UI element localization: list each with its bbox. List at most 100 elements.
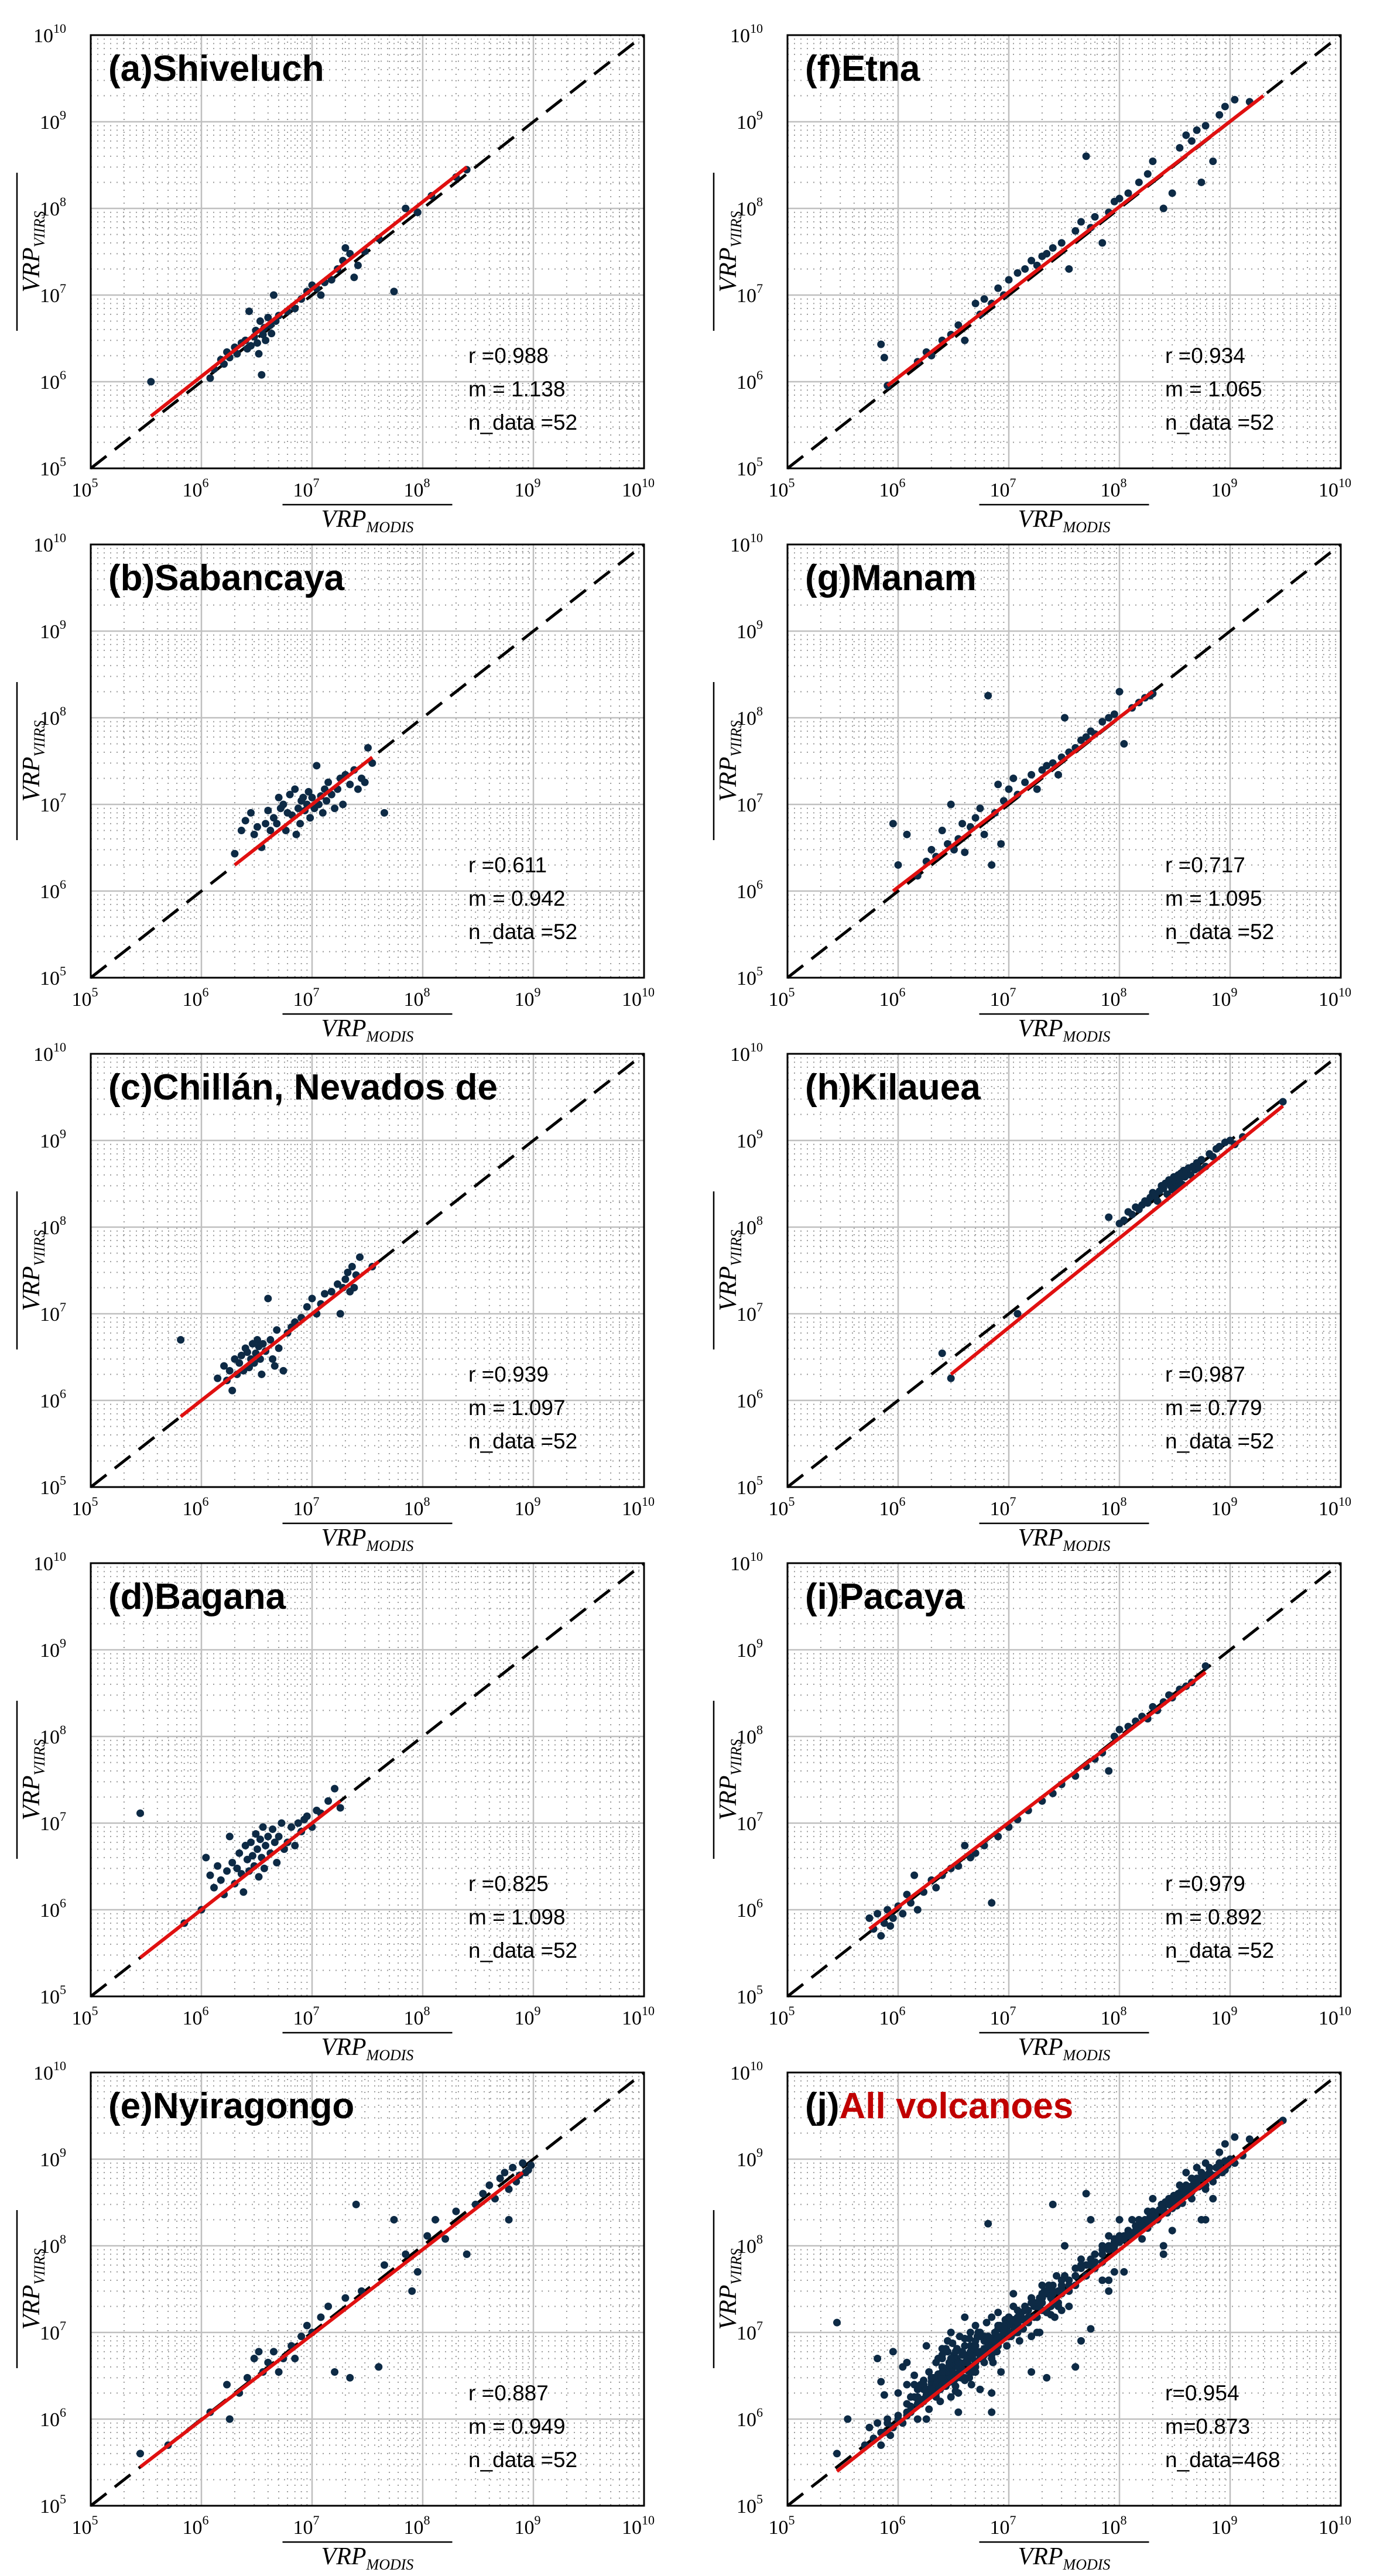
y-tick-label: 108	[40, 704, 66, 729]
data-point	[308, 1294, 316, 1303]
scatter-points	[177, 1253, 376, 1395]
data-point	[877, 2441, 885, 2450]
data-point	[413, 208, 422, 217]
regression-fit-line	[835, 2120, 1285, 2473]
x-tick-label: 1010	[1319, 475, 1351, 501]
x-tick-label: 109	[1211, 985, 1238, 1010]
data-point	[291, 304, 299, 313]
panel-title: (i)Pacaya	[805, 1577, 965, 1617]
data-point	[1168, 2226, 1176, 2235]
data-point	[1209, 2194, 1217, 2202]
x-tick-label: 105	[72, 2003, 98, 2029]
data-point	[1082, 2190, 1090, 2198]
data-point	[136, 1809, 145, 1817]
data-point	[913, 1906, 922, 1914]
data-point	[988, 2355, 996, 2363]
data-point	[971, 2342, 980, 2350]
data-point	[966, 2328, 974, 2337]
data-point	[1071, 2272, 1080, 2280]
x-tick-label: 106	[183, 2003, 209, 2029]
stat-n: n_data =52	[468, 410, 577, 434]
data-point	[324, 2302, 333, 2310]
data-point	[509, 2163, 517, 2171]
data-point	[1182, 131, 1190, 139]
y-axis-label: VRPVIIRS	[18, 1739, 48, 1820]
data-point	[235, 1849, 244, 1857]
data-point	[299, 793, 307, 801]
scatter-points	[231, 744, 388, 858]
x-tick-label: 108	[1101, 1494, 1127, 1520]
data-point	[505, 2215, 513, 2224]
data-point	[947, 1374, 955, 1382]
data-point	[361, 778, 369, 786]
stats-box: r =0.717 m = 1.095 n_data =52	[1165, 853, 1274, 944]
y-tick-label: 1010	[33, 21, 66, 47]
x-axis-label: VRPMODIS	[1018, 2543, 1111, 2573]
data-point	[865, 1914, 874, 1922]
data-point	[247, 342, 255, 350]
data-point	[976, 2332, 984, 2341]
y-tick-label: 1010	[730, 2058, 763, 2084]
y-tick-label: 107	[40, 1809, 66, 1835]
x-tick-label: 1010	[1319, 2513, 1351, 2539]
data-point	[951, 2382, 960, 2390]
data-point	[1132, 2226, 1140, 2235]
x-tick-label: 1010	[1319, 2003, 1351, 2029]
x-axis-label: VRPMODIS	[1018, 1015, 1111, 1045]
data-point	[1215, 111, 1224, 119]
y-axis-label: VRPVIIRS	[18, 720, 48, 801]
data-point	[233, 1864, 241, 1872]
data-point	[275, 1832, 283, 1841]
data-point	[951, 2348, 960, 2356]
data-point	[910, 1871, 919, 1879]
y-axis-label: VRPVIIRS	[715, 211, 745, 292]
data-point	[865, 2423, 874, 2431]
data-point	[303, 1303, 311, 1311]
data-point	[988, 2313, 996, 2321]
stats-box: r =0.939 m = 1.097 n_data =52	[468, 1362, 577, 1453]
stats-box: r =0.979 m = 0.892 n_data =52	[1165, 1872, 1274, 1962]
data-point	[999, 2325, 1008, 2333]
data-point	[228, 1386, 237, 1395]
data-point	[1110, 710, 1118, 718]
data-point	[961, 2313, 969, 2321]
data-point	[214, 1374, 222, 1382]
x-tick-label: 107	[990, 2513, 1016, 2539]
data-point	[961, 2342, 969, 2350]
chart-panel-j: 105 106 107 108 109 1010 105 106 107 108 109 1010 VR…	[713, 2058, 1351, 2573]
data-point	[1197, 178, 1206, 186]
y-tick-label: 107	[737, 1809, 763, 1835]
data-point	[1124, 2232, 1132, 2240]
data-point	[932, 2380, 940, 2389]
data-point	[1197, 1156, 1206, 1164]
data-point	[886, 1922, 895, 1930]
data-point	[954, 2408, 963, 2416]
data-point	[1231, 2133, 1239, 2141]
data-point	[441, 2235, 450, 2243]
data-point	[266, 827, 275, 835]
stat-r: r =0.825	[468, 1872, 549, 1896]
data-point	[1071, 2264, 1080, 2272]
data-point	[1033, 2298, 1041, 2307]
data-point	[256, 1835, 264, 1844]
data-point	[269, 814, 278, 822]
data-point	[262, 1841, 270, 1849]
data-point	[270, 1362, 279, 1370]
data-point	[976, 2385, 984, 2393]
data-point	[1021, 778, 1029, 786]
data-point	[243, 1348, 251, 1356]
data-point	[927, 2385, 936, 2393]
data-point	[292, 830, 300, 838]
data-point	[910, 2380, 919, 2389]
data-point	[874, 1910, 882, 1918]
data-point	[479, 2190, 487, 2198]
chart-panel-e: 105 106 107 108 109 1010 105 106 107 108 109 1010 VR…	[16, 2058, 655, 2573]
regression-fit-line	[950, 1104, 1285, 1376]
data-point	[252, 1830, 260, 1838]
data-point	[210, 1883, 218, 1892]
data-point	[260, 1864, 268, 1872]
y-tick-label: 107	[40, 790, 66, 816]
data-point	[997, 840, 1005, 848]
data-point	[228, 1858, 237, 1866]
data-point	[317, 291, 325, 299]
